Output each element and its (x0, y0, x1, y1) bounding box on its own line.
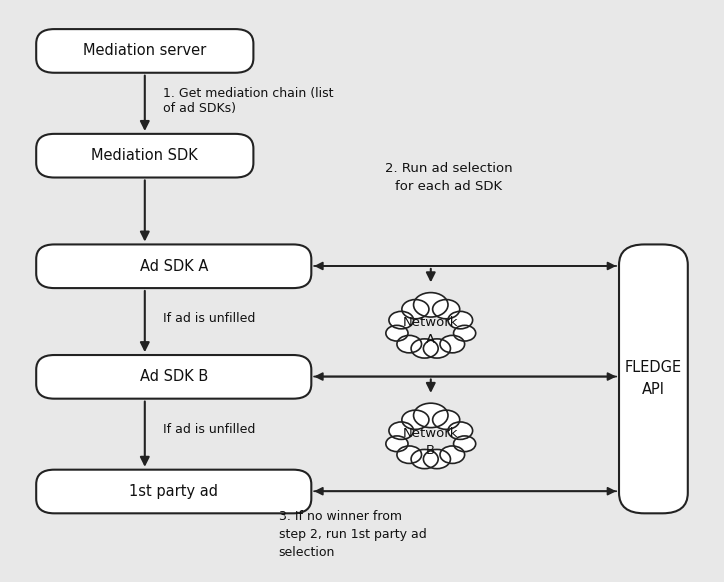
Text: Network
B: Network B (403, 427, 458, 457)
FancyBboxPatch shape (36, 244, 311, 288)
Ellipse shape (397, 446, 421, 463)
FancyBboxPatch shape (36, 355, 311, 399)
Ellipse shape (386, 436, 408, 452)
Text: 1st party ad: 1st party ad (130, 484, 218, 499)
Ellipse shape (448, 422, 473, 439)
Text: Mediation SDK: Mediation SDK (91, 148, 198, 163)
Ellipse shape (411, 449, 438, 469)
Text: FLEDGE
API: FLEDGE API (625, 360, 682, 398)
Ellipse shape (389, 422, 413, 439)
Text: If ad is unfilled: If ad is unfilled (163, 423, 256, 436)
Ellipse shape (448, 311, 473, 329)
Text: Ad SDK A: Ad SDK A (140, 259, 208, 274)
FancyBboxPatch shape (619, 244, 688, 513)
Text: Ad SDK B: Ad SDK B (140, 370, 208, 384)
Ellipse shape (440, 446, 465, 463)
Ellipse shape (413, 403, 448, 428)
Text: 3. If no winner from
step 2, run 1st party ad
selection: 3. If no winner from step 2, run 1st par… (279, 510, 426, 559)
FancyBboxPatch shape (36, 470, 311, 513)
Ellipse shape (413, 293, 448, 317)
Ellipse shape (411, 339, 438, 358)
Text: 2. Run ad selection
for each ad SDK: 2. Run ad selection for each ad SDK (385, 162, 513, 193)
Ellipse shape (389, 311, 413, 329)
FancyBboxPatch shape (36, 29, 253, 73)
Text: Mediation server: Mediation server (83, 44, 206, 58)
Text: 1. Get mediation chain (list
of ad SDKs): 1. Get mediation chain (list of ad SDKs) (163, 87, 333, 115)
Ellipse shape (453, 436, 476, 452)
Ellipse shape (402, 410, 429, 430)
FancyBboxPatch shape (36, 134, 253, 178)
Ellipse shape (424, 339, 450, 358)
Ellipse shape (433, 300, 460, 319)
Ellipse shape (433, 410, 460, 430)
Ellipse shape (424, 449, 450, 469)
Ellipse shape (386, 325, 408, 341)
Ellipse shape (402, 300, 429, 319)
Ellipse shape (397, 335, 421, 353)
Text: Network
A: Network A (403, 316, 458, 346)
Ellipse shape (440, 335, 465, 353)
Ellipse shape (453, 325, 476, 341)
Text: If ad is unfilled: If ad is unfilled (163, 313, 256, 325)
